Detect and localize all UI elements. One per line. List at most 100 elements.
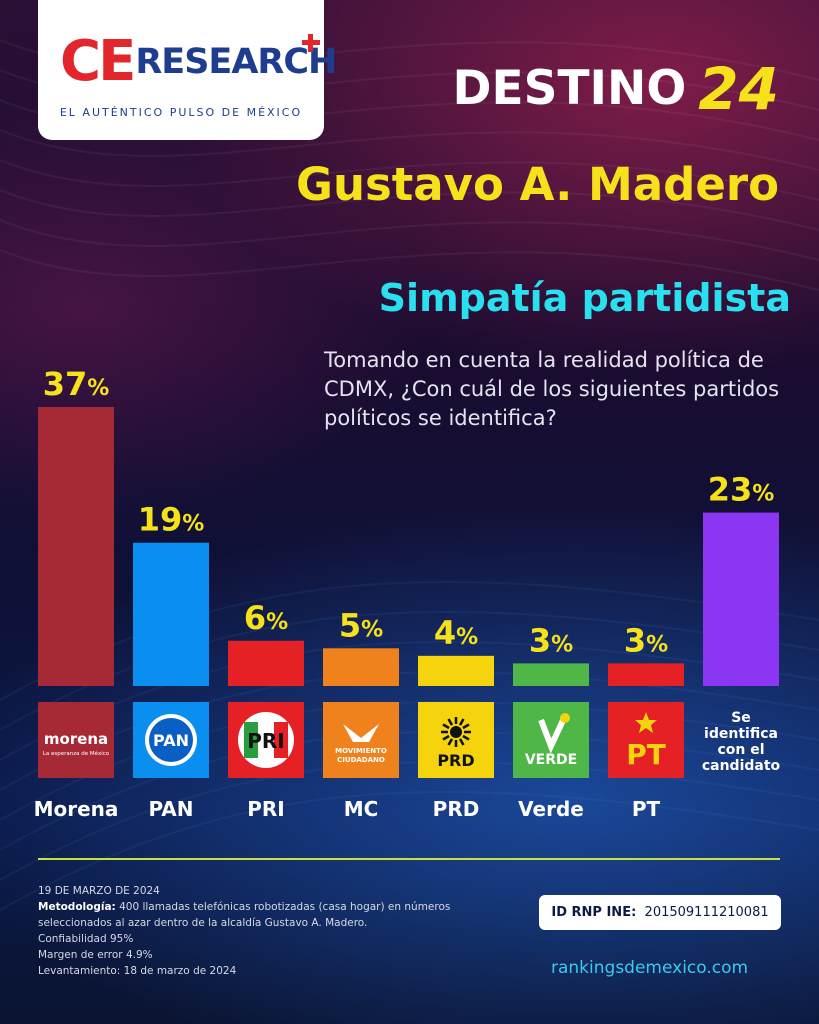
chart-title: Simpatía partidista [378, 276, 791, 320]
data-label-unit: % [456, 625, 478, 650]
candidate-label-line: Se [731, 710, 751, 726]
brand-logo: CERESEARCH [60, 29, 337, 94]
city-title: Gustavo A. Madero [296, 158, 779, 211]
verde-check-icon [538, 714, 568, 754]
data-label-unit: % [551, 632, 573, 657]
brand-plus-icon [302, 34, 320, 52]
rnp-value: 201509111210081 [644, 905, 769, 920]
party-logo-pan: PAN [133, 702, 209, 778]
data-label-verde: 3% [529, 621, 573, 659]
mc-logo-line1: MOVIMIENTO [335, 747, 387, 755]
pri-logo-red [274, 722, 288, 758]
prd-sun-ray [442, 734, 450, 741]
confidence-text: Confiabilidad 95% [38, 933, 134, 945]
data-label-pan: 19% [138, 501, 205, 539]
bar-pan [133, 542, 209, 686]
party-logo-bg [38, 702, 114, 778]
bar-pt [608, 663, 684, 686]
prd-sun-ray [462, 734, 470, 741]
x-tick-label-prd: PRD [433, 797, 480, 821]
methodology-label: Metodología: [38, 901, 116, 913]
prd-sun-ray [442, 723, 450, 730]
party-logo-pt: PT [608, 702, 684, 778]
data-label-value: 6 [244, 599, 266, 637]
bar-mc [323, 648, 399, 686]
pri-logo-green [244, 722, 258, 758]
data-label-se-identifica-con-el-candidato: 23% [708, 471, 775, 509]
campaign-title: DESTINO 24 [452, 58, 779, 120]
website-link[interactable]: rankingsdemexico.com [551, 958, 749, 978]
x-tick-label-pri: PRI [247, 797, 285, 821]
candidate-label-line: con el [717, 742, 764, 758]
rnp-badge: ID RNP INE: 201509111210081 [539, 895, 781, 930]
margin-text: Margen de error 4.9% [38, 949, 153, 961]
pri-logo-text: PRI [247, 729, 285, 753]
pan-logo-inner [149, 718, 193, 762]
x-tick-label-morena: Morena [34, 797, 119, 821]
brand-tagline: EL AUTÉNTICO PULSO DE MÉXICO [59, 106, 303, 119]
fieldwork-text: Levantamiento: 18 de marzo de 2024 [38, 965, 237, 977]
mc-eagle-icon [343, 724, 379, 742]
data-label-unit: % [182, 512, 204, 537]
party-logo-prd: PRD [418, 702, 494, 778]
candidate-label-line: candidato [702, 758, 781, 774]
prd-sun-ray [458, 718, 465, 726]
x-tick-label-mc: MC [344, 797, 379, 821]
prd-sun-ray [447, 738, 454, 746]
prd-sun-icon [441, 717, 471, 747]
brand-logo-research: RESEARCH [135, 42, 337, 82]
data-label-prd: 4% [434, 614, 478, 652]
methodology-description: 400 llamadas telefónicas robotizadas (ca… [38, 901, 451, 929]
data-label-value: 23 [708, 471, 753, 509]
data-label-mc: 5% [339, 606, 383, 644]
data-label-unit: % [752, 482, 774, 507]
bar-pri [228, 640, 304, 686]
brand-logo-card: CERESEARCH EL AUTÉNTICO PULSO DE MÉXICO [38, 0, 337, 140]
survey-date: 19 DE MARZO DE 2024 [38, 885, 160, 897]
data-label-unit: % [87, 376, 109, 401]
campaign-title-number: 24 [698, 55, 779, 123]
morena-logo-slogan: La esperanza de México [43, 750, 110, 757]
prd-sun-ray [458, 738, 465, 746]
brand-logo-ce: CE [60, 29, 136, 94]
bar-morena [38, 407, 114, 686]
verde-logo-text: VERDE [525, 752, 577, 768]
candidate-label-line: identifica [704, 726, 778, 742]
data-label-unit: % [646, 632, 668, 657]
pt-star-icon [635, 712, 657, 733]
bar-prd [418, 655, 494, 686]
data-label-value: 19 [138, 501, 183, 539]
rnp-label: ID RNP INE: [551, 905, 637, 920]
data-label-value: 3 [624, 621, 646, 659]
data-label-value: 5 [339, 606, 361, 644]
prd-sun-ray [462, 723, 470, 730]
morena-logo-text: morena [44, 730, 108, 748]
bar-chart: 37% morena La esperanza de México Morena 19%… [34, 365, 781, 821]
methodology-text: Metodología: 400 llamadas telefónicas ro… [38, 899, 458, 931]
data-label-pri: 6% [244, 599, 288, 637]
bar-verde [513, 663, 589, 686]
party-logo-morena: morena La esperanza de México [38, 702, 114, 778]
data-label-pt: 3% [624, 621, 668, 659]
x-tick-label-verde: Verde [518, 797, 584, 821]
data-label-value: 3 [529, 621, 551, 659]
bar-se-identifica-con-el-candidato [703, 512, 779, 686]
verde-toucan-icon [560, 713, 570, 723]
survey-question: Tomando en cuenta la realidad política d… [324, 348, 780, 430]
campaign-title-word: DESTINO [452, 61, 687, 116]
mc-logo-line2: CIUDADANO [337, 756, 385, 764]
data-label-value: 37 [43, 365, 88, 403]
data-label-unit: % [266, 610, 288, 635]
data-label-unit: % [361, 617, 383, 642]
prd-sun-ray [447, 718, 454, 726]
footer-divider [38, 858, 780, 860]
pt-logo-text: PT [626, 738, 666, 771]
prd-sun-core [450, 726, 462, 738]
x-tick-label-pt: PT [632, 797, 661, 821]
party-logo-pri: PRI [228, 702, 304, 778]
methodology-block: 19 DE MARZO DE 2024 Metodología: 400 lla… [38, 883, 458, 979]
prd-logo-text: PRD [437, 751, 474, 770]
x-tick-label-pan: PAN [148, 797, 193, 821]
party-logo-verde: VERDE [513, 702, 589, 778]
